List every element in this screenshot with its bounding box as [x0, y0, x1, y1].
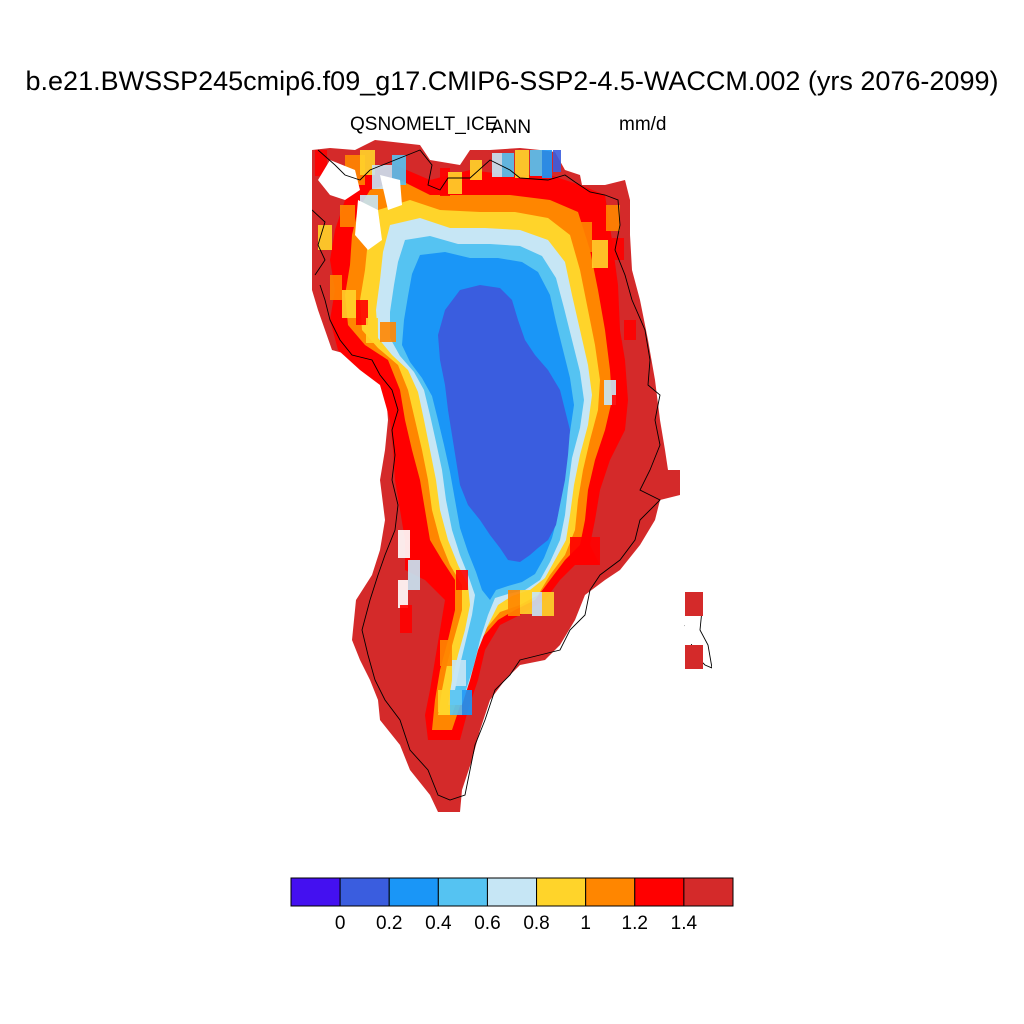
plot-title: b.e21.BWSSP245cmip6.f09_g17.CMIP6-SSP2-4… [25, 66, 999, 96]
colorbar-tick-label: 0.4 [425, 913, 452, 934]
colorbar-box [634, 877, 685, 907]
colorbar-box [683, 877, 734, 907]
colorbar-box [486, 877, 538, 907]
colorbar-tick-label: 0.2 [376, 913, 403, 934]
east-island [685, 592, 703, 669]
colorbar-tick-label: 0 [334, 913, 346, 934]
colorbar-box [437, 877, 488, 907]
colorbar-box [290, 877, 341, 907]
statistic-label: ANN [491, 117, 532, 138]
colorbar-tick-label: 0.6 [474, 913, 501, 934]
colorbar-box [388, 877, 439, 907]
colorbar-tick-label: 0.8 [523, 913, 550, 934]
colorbar-box [585, 877, 636, 907]
colorbar-tick-label: 1.2 [621, 913, 648, 934]
colorbar-tick-label: 1 [580, 913, 591, 934]
colorbar-box [339, 877, 390, 907]
colorbar-box [536, 877, 587, 907]
variable-label: QSNOMELT_ICE [350, 114, 498, 135]
colorbar-tick-label: 1.4 [670, 913, 698, 934]
melt-region-interior [438, 285, 570, 562]
units-label: mm/d [619, 114, 667, 135]
